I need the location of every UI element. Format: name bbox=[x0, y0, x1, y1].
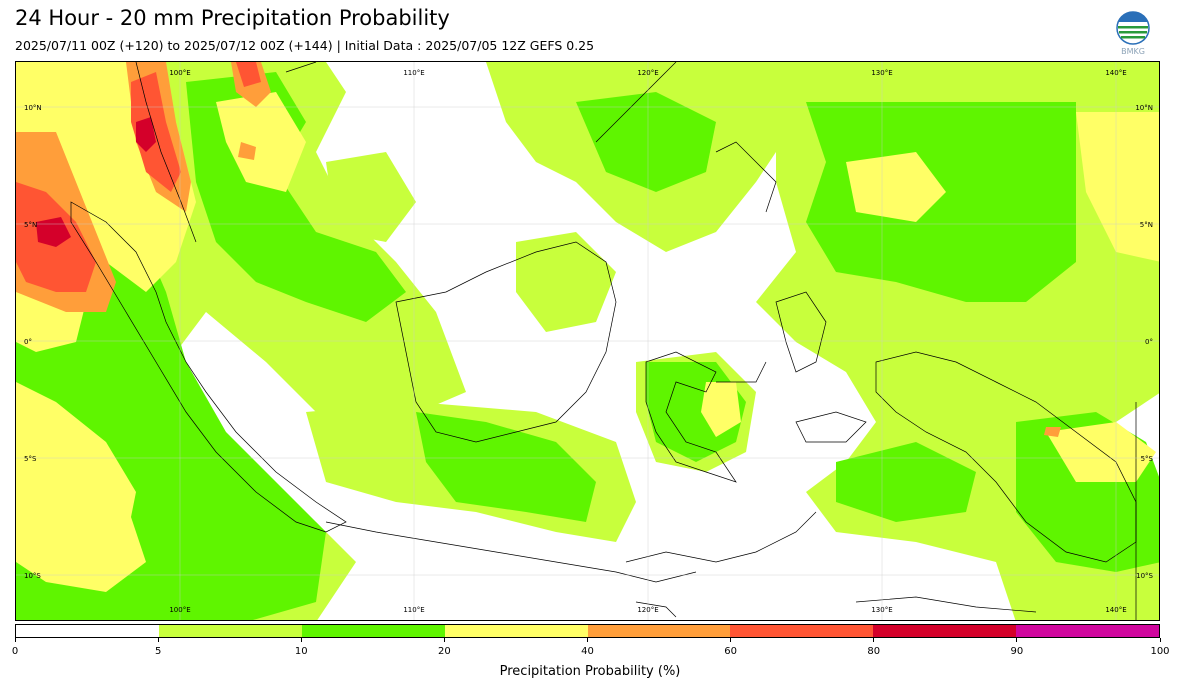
colorbar-tick-label: 90 bbox=[1010, 646, 1024, 657]
colorbar-tick-label: 60 bbox=[724, 646, 737, 657]
lat-label-left: 10°S bbox=[24, 572, 41, 580]
lat-label-right: 0° bbox=[1145, 338, 1153, 346]
colorbar-tick bbox=[587, 638, 588, 642]
colorbar-segment bbox=[301, 625, 445, 637]
lat-label-left: 10°N bbox=[24, 104, 42, 112]
colorbar-tick bbox=[730, 638, 732, 642]
lon-label-bottom: 110°E bbox=[403, 606, 424, 614]
colorbar-tick-label: 40 bbox=[581, 646, 594, 657]
probability-fields bbox=[16, 62, 1159, 620]
longitude-labels-bottom: 100°E 110°E 120°E 130°E 140°E bbox=[169, 606, 1126, 614]
colorbar-title: Precipitation Probability (%) bbox=[499, 664, 681, 679]
lon-label-bottom: 100°E bbox=[169, 606, 190, 614]
colorbar-tick-label: 20 bbox=[438, 646, 451, 657]
colorbar-segment bbox=[16, 625, 159, 637]
map-canvas: 100°E 110°E 120°E 130°E 140°E 100°E 110°… bbox=[16, 62, 1159, 620]
colorbar-segment bbox=[444, 625, 588, 637]
lat-label-right: 5°S bbox=[1141, 455, 1154, 463]
lon-label-top: 130°E bbox=[871, 69, 892, 77]
colorbar-tick bbox=[14, 638, 16, 642]
lon-label-bottom: 120°E bbox=[637, 606, 658, 614]
logo-text: BMKG bbox=[1121, 47, 1145, 56]
colorbar-tick-label: 80 bbox=[867, 646, 881, 657]
lon-label-bottom: 140°E bbox=[1105, 606, 1126, 614]
chart-title: 24 Hour - 20 mm Precipitation Probabilit… bbox=[15, 6, 450, 30]
colorbar-segment bbox=[587, 625, 731, 637]
lon-label-top: 120°E bbox=[637, 69, 658, 77]
coastlines bbox=[70, 62, 1137, 620]
latitude-labels-left: 10°N 5°N 0° 5°S 10°S bbox=[24, 104, 42, 580]
bmkg-logo: BMKG bbox=[1112, 10, 1154, 56]
lat-label-left: 5°N bbox=[24, 221, 37, 229]
longitude-labels-top: 100°E 110°E 120°E 130°E 140°E bbox=[169, 69, 1126, 77]
colorbar-tick bbox=[873, 638, 875, 642]
colorbar-tick bbox=[157, 638, 159, 642]
chart-subtitle: 2025/07/11 00Z (+120) to 2025/07/12 00Z … bbox=[15, 38, 595, 53]
lat-label-right: 10°N bbox=[1135, 104, 1153, 112]
lon-label-top: 140°E bbox=[1105, 69, 1126, 77]
bmkg-globe-logo bbox=[1116, 11, 1150, 45]
colorbar-tick-label: 10 bbox=[294, 646, 308, 657]
colorbar-segment bbox=[730, 625, 874, 637]
colorbar bbox=[15, 624, 1160, 638]
latitude-labels-right: 10°N 5°N 0° 5°S 10°S bbox=[1135, 104, 1153, 580]
lat-label-right: 5°N bbox=[1140, 221, 1153, 229]
colorbar-tick bbox=[300, 638, 302, 642]
colorbar-segment bbox=[873, 625, 1017, 637]
colorbar-segment bbox=[1016, 625, 1159, 637]
precipitation-map: 100°E 110°E 120°E 130°E 140°E 100°E 110°… bbox=[15, 61, 1160, 621]
colorbar-tick-label: 5 bbox=[154, 646, 162, 657]
lon-label-top: 110°E bbox=[403, 69, 424, 77]
lon-label-top: 100°E bbox=[169, 69, 190, 77]
lat-label-left: 0° bbox=[24, 338, 32, 346]
colorbar-tick bbox=[1159, 638, 1161, 642]
lon-label-bottom: 130°E bbox=[871, 606, 892, 614]
lat-label-right: 10°S bbox=[1136, 572, 1153, 580]
lat-label-left: 5°S bbox=[24, 455, 37, 463]
graticule bbox=[16, 62, 1159, 620]
colorbar-segment bbox=[158, 625, 302, 637]
colorbar-tick bbox=[443, 638, 445, 642]
colorbar-tick-label: 0 bbox=[11, 646, 19, 657]
colorbar-tick bbox=[1016, 638, 1018, 642]
colorbar-tick-label: 100 bbox=[1150, 646, 1170, 657]
